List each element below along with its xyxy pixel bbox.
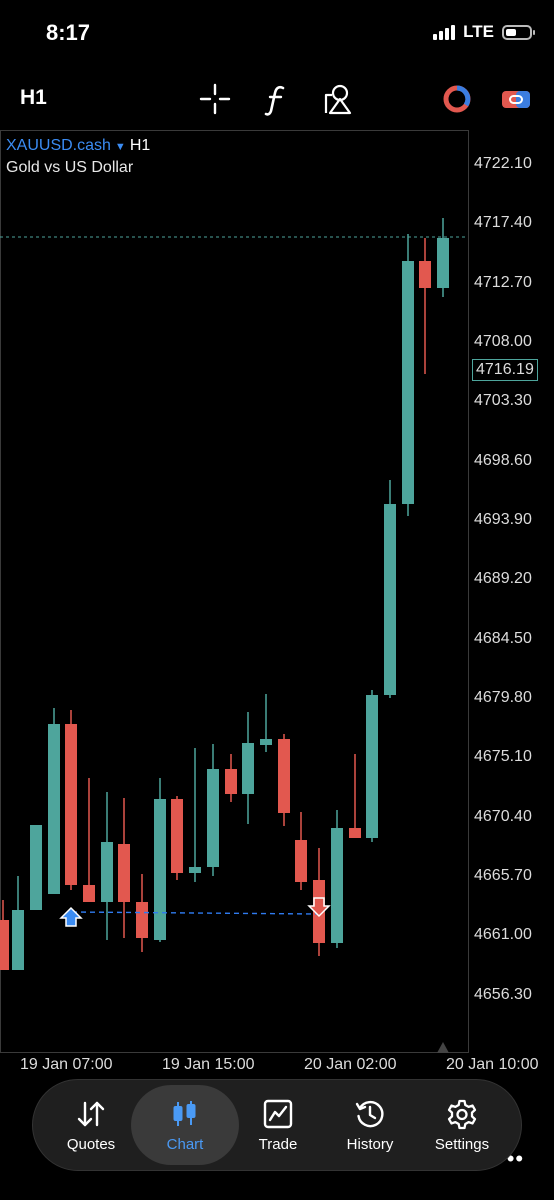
price-label: 4717.40 — [474, 214, 532, 231]
price-label: 4693.90 — [474, 511, 532, 528]
bearish-candle — [225, 769, 237, 794]
price-label: 4712.70 — [474, 274, 532, 291]
price-label: 4661.00 — [474, 926, 532, 943]
price-chart[interactable]: XAUUSD.cash ▼ H1 Gold vs US Dollar 4722.10… — [0, 130, 554, 1171]
bullish-candle — [437, 238, 449, 288]
candlestick-plot[interactable] — [0, 130, 554, 1080]
crosshair-icon[interactable] — [198, 82, 232, 116]
tab-trade[interactable]: Trade — [232, 1080, 324, 1170]
symbol-description: Gold vs US Dollar — [6, 159, 134, 176]
toggle-icon[interactable] — [499, 82, 533, 116]
symbol-timeframe: H1 — [129, 137, 151, 154]
candles — [0, 218, 449, 970]
bullish-candle — [384, 504, 396, 695]
time-label: 19 Jan 15:00 — [162, 1056, 255, 1073]
settings-icon — [447, 1099, 477, 1130]
bullish-candle — [207, 769, 219, 867]
price-label: 4684.50 — [474, 630, 532, 647]
scroll-end-icon — [437, 1042, 449, 1053]
tab-settings[interactable]: Settings — [416, 1080, 508, 1170]
time-label: 19 Jan 07:00 — [20, 1056, 113, 1073]
tab-history[interactable]: History — [324, 1080, 416, 1170]
history-icon — [355, 1100, 384, 1128]
price-label: 4698.60 — [474, 452, 532, 469]
signal-icon[interactable] — [440, 82, 474, 116]
price-label: 4679.80 — [474, 689, 532, 706]
chart-icon — [173, 1101, 196, 1126]
bullish-candle — [12, 910, 24, 970]
tab-label: Chart — [166, 1136, 204, 1153]
bullish-candle — [402, 261, 414, 504]
chart-toolbar: H1 — [0, 70, 554, 126]
status-indicators: LTE — [433, 22, 535, 42]
bearish-candle — [278, 739, 290, 813]
price-label: 4722.10 — [474, 155, 532, 172]
cellular-signal-icon — [433, 24, 456, 40]
bearish-candle — [136, 902, 148, 938]
symbol-header[interactable]: XAUUSD.cash ▼ H1 — [6, 137, 150, 155]
symbol-name[interactable]: XAUUSD.cash — [6, 137, 111, 154]
bullish-candle — [101, 842, 113, 902]
tab-label: Trade — [258, 1136, 298, 1153]
tab-label: Quotes — [66, 1136, 116, 1153]
time-label: 20 Jan 10:00 — [446, 1056, 539, 1073]
time-label: 20 Jan 02:00 — [304, 1056, 397, 1073]
price-label: 4675.10 — [474, 748, 532, 765]
bullish-candle — [242, 743, 254, 794]
tab-label: Settings — [434, 1136, 490, 1153]
trade-connector-line — [71, 911, 319, 915]
bearish-candle — [65, 724, 77, 885]
tab-quotes[interactable]: Quotes — [45, 1080, 137, 1170]
bullish-candle — [189, 867, 201, 873]
objects-icon[interactable] — [321, 82, 355, 116]
sell-arrow-icon — [307, 897, 331, 918]
price-label: 4689.20 — [474, 570, 532, 587]
battery-icon — [502, 24, 535, 40]
buy-arrow-icon — [59, 906, 83, 927]
current-price-tag: 4716.19 — [472, 359, 538, 381]
bearish-candle — [0, 920, 9, 970]
tab-chart[interactable]: Chart — [139, 1080, 231, 1170]
bearish-candle — [83, 885, 95, 902]
quotes-icon — [77, 1101, 105, 1127]
price-label: 4708.00 — [474, 333, 532, 350]
bullish-candle — [154, 799, 166, 940]
trade-icon — [263, 1099, 293, 1129]
timeframe-button[interactable]: H1 — [20, 86, 47, 109]
bullish-candle — [30, 825, 42, 910]
price-label: 4656.30 — [474, 986, 532, 1003]
tab-label: History — [346, 1136, 394, 1153]
bullish-candle — [260, 739, 272, 745]
status-bar: 8:17 LTE — [0, 0, 554, 64]
bullish-candle — [366, 695, 378, 838]
bottom-tab-bar: Quotes Chart Trade History — [32, 1079, 522, 1171]
bearish-candle — [171, 799, 183, 873]
price-label: 4665.70 — [474, 867, 532, 884]
status-time: 8:17 — [46, 20, 91, 45]
indicators-icon[interactable] — [259, 82, 293, 116]
bearish-candle — [349, 828, 361, 838]
active-tab-highlight — [131, 1085, 239, 1165]
network-type: LTE — [463, 22, 494, 41]
price-label: 4670.40 — [474, 808, 532, 825]
chevron-down-icon[interactable]: ▼ — [114, 141, 126, 153]
bullish-candle — [331, 828, 343, 943]
price-label: 4703.30 — [474, 392, 532, 409]
bearish-candle — [295, 840, 307, 882]
chart-frame — [0, 130, 469, 1053]
bearish-candle — [419, 261, 431, 288]
bullish-candle — [48, 724, 60, 894]
bearish-candle — [118, 844, 130, 902]
